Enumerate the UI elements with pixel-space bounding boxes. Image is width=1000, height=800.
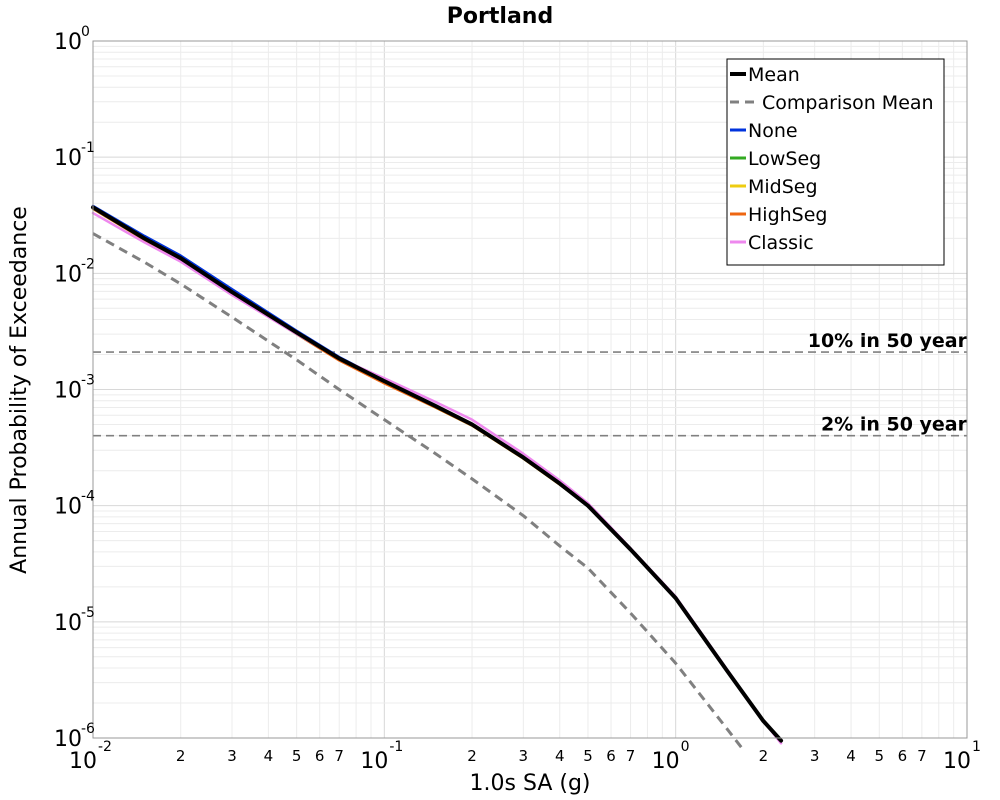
legend-label: Comparison Mean — [762, 92, 934, 114]
y-tick-base: 10 — [54, 495, 82, 520]
y-axis-title: Annual Probability of Exceedance — [7, 206, 32, 574]
legend-item: MidSeg — [730, 176, 818, 198]
x-tick-exponent: -2 — [98, 739, 112, 755]
x-major-tick-label: 10-2 — [69, 739, 112, 774]
y-tick-base: 10 — [54, 727, 82, 752]
x-major-tick-label: 10-1 — [360, 739, 403, 774]
x-tick-exponent: 0 — [681, 739, 690, 755]
y-tick-exponent: 0 — [81, 24, 90, 40]
x-minor-tick-label: 6 — [606, 747, 616, 765]
y-tick-exponent: -3 — [81, 373, 95, 389]
grid-layer — [92, 41, 967, 739]
x-tick-base: 10 — [652, 749, 680, 774]
legend-item: Classic — [730, 232, 814, 254]
x-minor-tick-label: 6 — [898, 747, 908, 765]
x-minor-tick-label: 2 — [467, 747, 477, 765]
y-major-tick-label: 10 0 — [54, 24, 90, 55]
y-tick-base: 10 — [54, 30, 82, 55]
y-tick-exponent: -5 — [81, 605, 95, 621]
x-major-tick-label: 100 — [652, 739, 690, 774]
legend-item: Comparison Mean — [730, 92, 934, 114]
series-line-comparison-mean — [92, 232, 744, 751]
legend-label: HighSeg — [748, 204, 827, 226]
x-minor-tick-label: 6 — [315, 747, 325, 765]
legend-label: MidSeg — [748, 176, 818, 198]
x-tick-base: 10 — [943, 749, 971, 774]
legend-item: Mean — [730, 64, 800, 86]
x-minor-tick-label: 5 — [583, 747, 593, 765]
x-minor-tick-label: 7 — [334, 747, 344, 765]
x-axis-title: 1.0s SA (g) — [470, 771, 591, 796]
reference-line-label: 10% in 50 year — [808, 330, 968, 352]
plot-frame — [92, 40, 968, 739]
x-tick-base: 10 — [360, 749, 388, 774]
x-minor-tick-label: 7 — [626, 747, 636, 765]
reference-lines-layer: 10% in 50 year 2% in 50 year — [93, 330, 968, 437]
x-minor-tick-label: 4 — [555, 747, 565, 765]
legend-label: Mean — [748, 64, 800, 86]
y-major-tick-label: 10 -3 — [54, 373, 95, 404]
legend-item: HighSeg — [730, 204, 827, 226]
x-minor-tick-label: 5 — [875, 747, 885, 765]
x-minor-tick-label: 4 — [846, 747, 856, 765]
y-tick-base: 10 — [54, 611, 82, 636]
y-tick-exponent: -1 — [81, 140, 95, 156]
x-minor-tick-label: 2 — [759, 747, 769, 765]
y-major-tick-label: 10 -6 — [54, 721, 95, 752]
legend-label: None — [748, 120, 798, 142]
reference-line-label: 2% in 50 year — [821, 414, 968, 436]
series-line-mean — [91, 205, 784, 743]
y-major-tick-label: 10 -4 — [54, 489, 95, 520]
y-tick-base: 10 — [54, 262, 82, 287]
y-tick-exponent: -2 — [81, 256, 95, 272]
y-major-tick-label: 10 -1 — [54, 140, 95, 171]
chart-title: Portland — [447, 4, 553, 29]
y-tick-base: 10 — [54, 379, 82, 404]
legend-box — [726, 58, 945, 266]
x-tick-exponent: -1 — [389, 739, 403, 755]
y-tick-exponent: -6 — [81, 721, 95, 737]
legend: Mean Comparison Mean None LowSeg MidSeg HighS… — [726, 58, 945, 266]
x-minor-tick-label: 3 — [227, 747, 237, 765]
x-minor-tick-label: 3 — [519, 747, 529, 765]
x-major-tick-label: 101 — [943, 739, 981, 774]
y-tick-exponent: -4 — [81, 489, 95, 505]
y-tick-base: 10 — [54, 146, 82, 171]
legend-item: LowSeg — [730, 148, 821, 170]
x-tick-base: 10 — [69, 749, 97, 774]
x-minor-tick-label: 2 — [176, 747, 186, 765]
x-minor-tick-label: 7 — [917, 747, 927, 765]
legend-label: LowSeg — [748, 148, 821, 170]
x-minor-tick-label: 3 — [810, 747, 820, 765]
x-minor-tick-label: 4 — [264, 747, 274, 765]
legend-label: Classic — [748, 232, 814, 254]
y-major-tick-label: 10 -5 — [54, 605, 95, 636]
legend-item: None — [730, 120, 798, 142]
y-major-tick-label: 10 -2 — [54, 256, 95, 287]
x-minor-tick-label: 5 — [292, 747, 302, 765]
x-tick-exponent: 1 — [972, 739, 981, 755]
series-layer — [91, 204, 784, 751]
